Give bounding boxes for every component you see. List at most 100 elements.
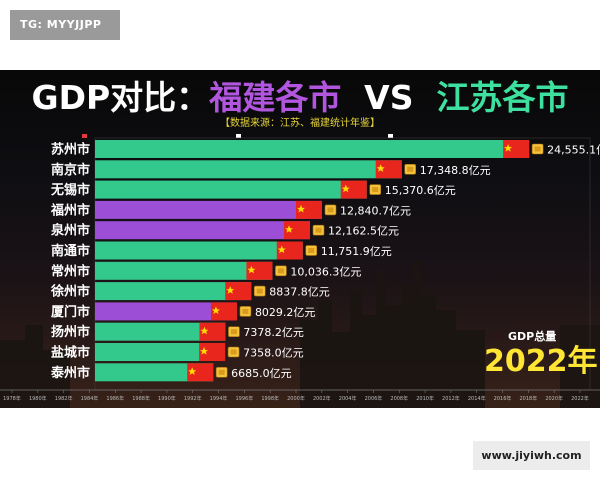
flag-star-icon (285, 225, 294, 233)
flag-icon (340, 180, 367, 199)
flag-star-icon (277, 245, 286, 254)
x-tick-label: 2000年 (287, 395, 305, 402)
flag-star-icon (376, 164, 385, 172)
bar (95, 140, 530, 158)
flag-icon (246, 261, 273, 280)
bar (95, 241, 303, 260)
value-label: 24,555.1亿元 (547, 144, 600, 157)
flag-icon (503, 140, 530, 158)
x-tick-label: 1992年 (184, 395, 202, 402)
city-label: 泉州市 (51, 223, 90, 239)
flag-icon (199, 322, 226, 341)
flag-icon (210, 302, 237, 321)
bar (95, 322, 226, 341)
legend-item-2 (236, 133, 242, 139)
x-tick-label: 2002年 (313, 395, 331, 402)
flag-icon (199, 343, 226, 361)
flag-icon (187, 363, 214, 382)
money-icon-band (372, 187, 379, 193)
city-label: 常州市 (51, 263, 90, 279)
value-label: 7378.2亿元 (243, 326, 304, 339)
value-label: 12,162.5亿元 (328, 225, 399, 238)
value-label: 15,370.6亿元 (385, 184, 456, 197)
flag-icon (375, 160, 402, 179)
flag-icon (276, 241, 303, 260)
value-label: 12,840.7亿元 (340, 204, 411, 217)
bar (95, 302, 237, 321)
x-tick-label: 1996年 (235, 395, 253, 402)
city-label: 泰州市 (50, 365, 90, 381)
money-icon-band (256, 288, 263, 294)
tg-watermark: TG: MYYJJPP (10, 10, 120, 40)
city-label: 扬州市 (51, 324, 90, 340)
bar (95, 160, 402, 179)
money-icon-band (230, 349, 237, 355)
city-label: 福州市 (50, 202, 90, 218)
flag-star-icon (247, 265, 256, 274)
metric-label: GDP总量 (508, 330, 557, 343)
money-icon-band (407, 166, 414, 172)
city-label: 盐城市 (51, 345, 90, 361)
flag-star-icon (200, 326, 209, 335)
bar (95, 221, 311, 240)
legend-swatch-3 (388, 134, 393, 138)
bar (95, 343, 226, 361)
x-tick-label: 1984年 (81, 395, 99, 402)
chart-title: GDP对比：福建各市 VS 江苏各市 (0, 78, 600, 118)
x-tick-label: 2012年 (442, 395, 460, 402)
value-label: 7358.0亿元 (243, 347, 303, 360)
money-icon-band (534, 146, 541, 152)
x-tick-label: 2018年 (519, 395, 537, 402)
x-tick-label: 2008年 (390, 395, 408, 402)
x-tick-label: 1978年 (3, 395, 21, 402)
city-label: 无锡市 (50, 182, 90, 198)
legend-item-1 (82, 133, 88, 139)
city-label: 南通市 (51, 243, 90, 259)
url-watermark: www.jiyiwh.com (473, 441, 590, 470)
flag-star-icon (341, 184, 350, 193)
legend-swatch-1 (82, 134, 87, 138)
x-tick-label: 2006年 (365, 395, 383, 402)
chart-panel: GDP对比：福建各市 VS 江苏各市 【数据来源：江苏、福建统计年鉴】 苏州市 2… (0, 70, 600, 408)
x-tick-label: 2010年 (416, 395, 434, 402)
title-fujian: 福建各市 (209, 78, 342, 117)
flag-icon (296, 200, 323, 219)
x-tick-label: 1980年 (29, 395, 47, 402)
flag-star-icon (200, 347, 209, 355)
x-tick-label: 2022年 (571, 395, 589, 402)
title-prefix: GDP对比： (31, 78, 210, 117)
title-vs: VS (364, 78, 414, 117)
city-label: 厦门市 (51, 304, 90, 320)
value-label: 8029.2亿元 (255, 306, 315, 319)
x-tick-label: 2014年 (468, 395, 486, 402)
city-skyline-background (0, 260, 600, 408)
city-label: 苏州市 (51, 142, 90, 158)
value-label: 10,036.3亿元 (290, 265, 361, 278)
x-tick-label: 1988年 (132, 395, 150, 402)
value-label: 6685.0亿元 (231, 367, 292, 380)
value-label: 17,348.8亿元 (420, 164, 491, 177)
bar (95, 363, 214, 382)
value-label: 8837.8亿元 (269, 286, 330, 299)
money-icon-band (242, 308, 249, 314)
title-jiangsu: 江苏各市 (436, 78, 569, 117)
x-tick-label: 2020年 (545, 395, 563, 402)
bar (95, 180, 367, 199)
legend-item-3 (388, 133, 394, 139)
flag-star-icon (211, 306, 220, 314)
x-tick-label: 1990年 (158, 395, 176, 402)
year-label: 2022年 (484, 344, 598, 379)
money-icon-band (315, 227, 322, 233)
flag-icon (284, 221, 311, 240)
x-tick-label: 2004年 (339, 395, 357, 402)
x-tick-label: 2016年 (494, 395, 512, 402)
money-icon-band (327, 207, 334, 213)
city-label: 徐州市 (50, 284, 90, 300)
x-tick-label: 1994年 (210, 395, 228, 402)
money-icon-band (230, 329, 237, 335)
x-tick-label: 1982年 (55, 395, 73, 402)
flag-star-icon (188, 367, 197, 375)
bar (95, 282, 252, 301)
flag-icon (225, 282, 252, 301)
money-icon-band (308, 248, 315, 253)
